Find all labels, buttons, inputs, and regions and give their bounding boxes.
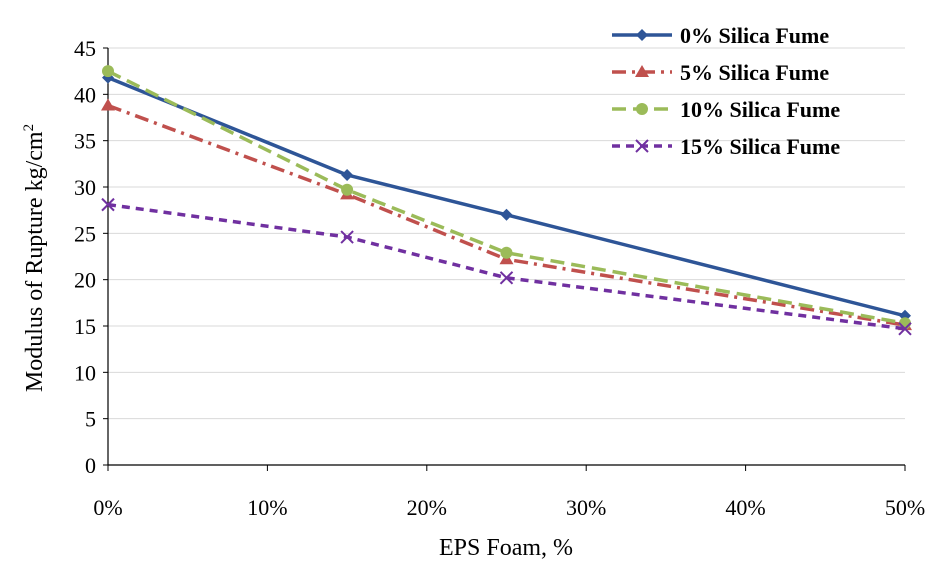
x-tick-label: 40% bbox=[725, 495, 765, 520]
y-tick-label: 5 bbox=[85, 407, 96, 432]
data-point bbox=[101, 197, 115, 212]
y-axis-title-main: Modulus of Rupture kg/cm bbox=[22, 131, 48, 392]
data-point bbox=[500, 246, 513, 259]
series bbox=[101, 65, 912, 336]
series-line bbox=[107, 76, 906, 318]
y-tick-label: 30 bbox=[74, 175, 96, 200]
series-line bbox=[107, 69, 906, 325]
y-tick-label: 20 bbox=[74, 268, 96, 293]
gridlines bbox=[108, 47, 905, 420]
series-line bbox=[107, 202, 906, 331]
data-point bbox=[341, 168, 354, 181]
data-point bbox=[102, 65, 114, 78]
x-tick-label: 50% bbox=[885, 495, 925, 520]
y-tick-label: 25 bbox=[74, 221, 96, 246]
legend-swatch-marker bbox=[635, 139, 649, 153]
data-point bbox=[341, 183, 354, 196]
legend-swatch-marker bbox=[635, 65, 649, 77]
y-tick-label: 10 bbox=[74, 360, 96, 385]
data-point bbox=[500, 208, 513, 221]
series-line bbox=[107, 103, 906, 327]
legend-label: 0% Silica Fume bbox=[680, 23, 829, 48]
data-point bbox=[340, 230, 354, 244]
legend-label: 5% Silica Fume bbox=[680, 60, 829, 85]
x-tick-label: 30% bbox=[566, 495, 606, 520]
legend: 0% Silica Fume 5% Silica Fume 10% Silica F… bbox=[612, 23, 840, 159]
legend-item-0: 0% Silica Fume bbox=[612, 23, 829, 48]
y-tick-label: 0 bbox=[85, 453, 96, 478]
legend-swatch-marker bbox=[636, 103, 648, 115]
legend-label: 15% Silica Fume bbox=[680, 134, 840, 159]
legend-item-3: 15% Silica Fume bbox=[612, 134, 840, 159]
data-point bbox=[898, 322, 912, 336]
y-tick-label: 15 bbox=[74, 314, 96, 339]
legend-label: 10% Silica Fume bbox=[680, 97, 840, 122]
data-point bbox=[499, 271, 514, 285]
x-tick-label: 10% bbox=[247, 495, 287, 520]
y-axis-title-superscript: 2 bbox=[21, 124, 37, 132]
x-axis-title: EPS Foam, % bbox=[439, 535, 573, 561]
y-tick-label: 35 bbox=[74, 129, 96, 154]
series-3 bbox=[101, 197, 912, 336]
data-point bbox=[101, 98, 115, 111]
legend-swatch-marker bbox=[636, 29, 648, 41]
y-tick-label: 40 bbox=[74, 82, 96, 107]
x-tick-labels: 0% 10% 20% 30% 40% 50% bbox=[93, 495, 925, 520]
x-tick-label: 20% bbox=[407, 495, 447, 520]
y-tick-label: 45 bbox=[74, 36, 96, 61]
legend-item-2: 10% Silica Fume bbox=[612, 97, 840, 122]
y-tick-labels: 0 5 10 15 20 25 30 35 40 45 bbox=[74, 36, 96, 478]
y-axis-title: Modulus of Rupture kg/cm2 bbox=[21, 124, 48, 392]
x-tick-label: 0% bbox=[93, 495, 122, 520]
legend-item-1: 5% Silica Fume bbox=[612, 60, 829, 85]
axes bbox=[103, 47, 906, 471]
